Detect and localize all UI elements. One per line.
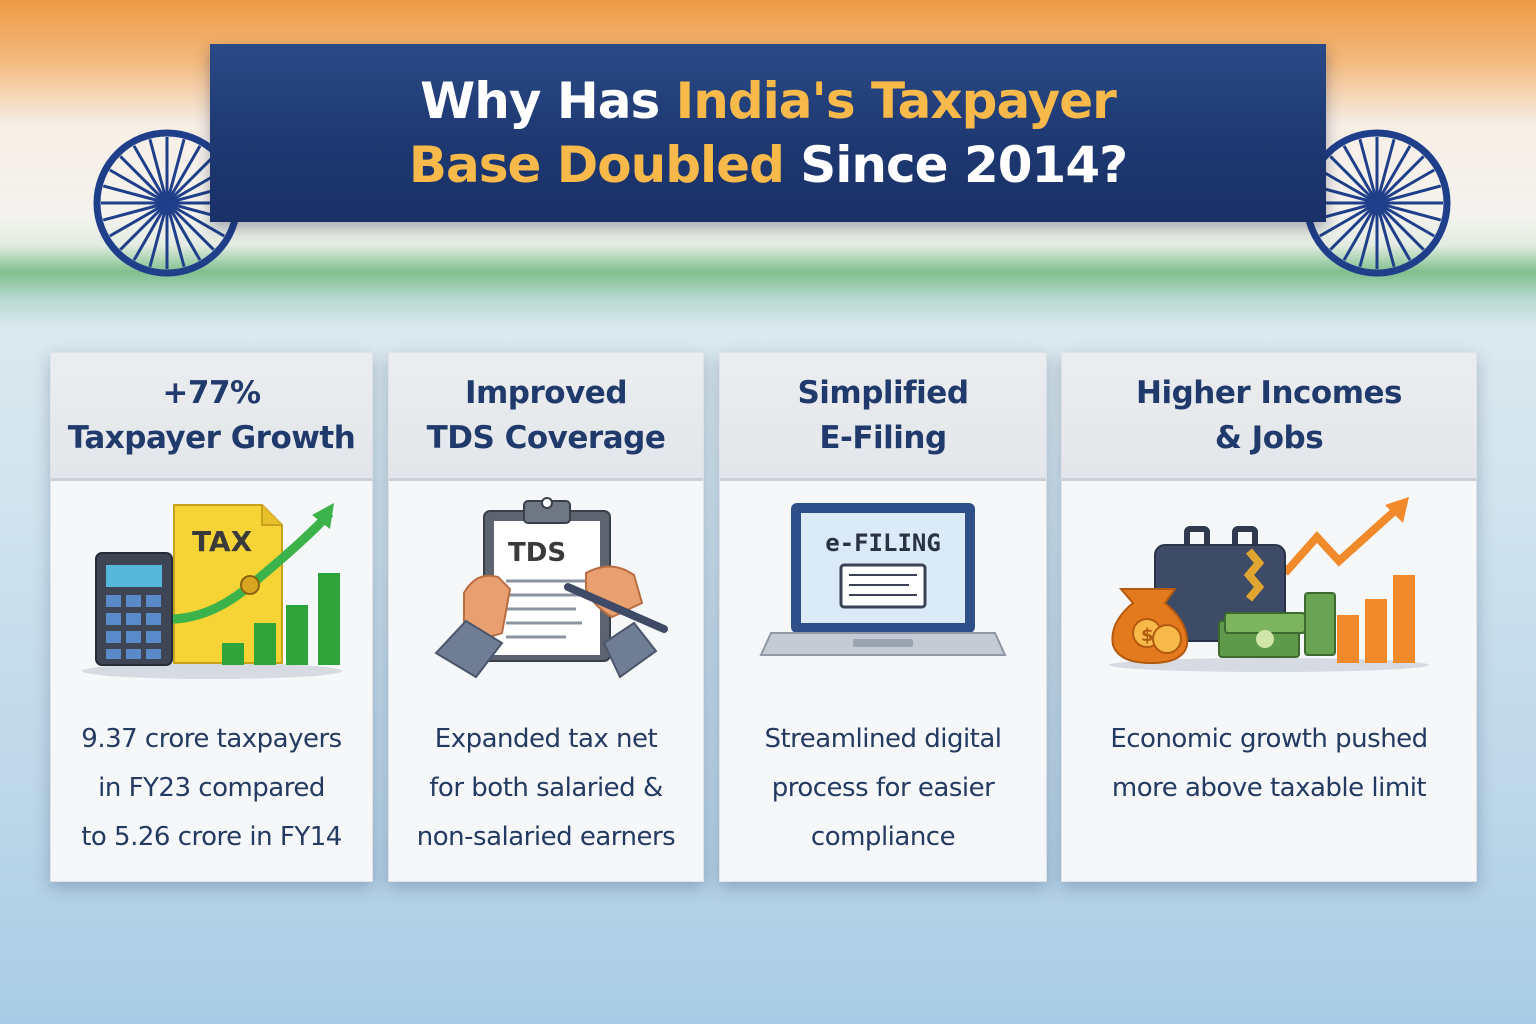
card-description: 9.37 crore taxpayers in FY23 compared to… [51, 715, 372, 862]
description-line: process for easier [771, 773, 995, 803]
card-title: & Jobs [1214, 419, 1324, 456]
tax-label: TAX [192, 525, 253, 558]
tds-clipboard-icon: TDS [434, 497, 668, 679]
title-line-1: Why Has India's Taxpayer [420, 69, 1117, 133]
description-line: 9.37 crore taxpayers [81, 724, 342, 754]
card-description: Expanded tax net for both salaried & non… [389, 715, 703, 862]
card-illustration: $ [1062, 493, 1476, 693]
description-line: Streamlined digital [764, 724, 1002, 754]
card-illustration: TAX [51, 493, 372, 693]
description-line: to 5.26 crore in FY14 [81, 822, 342, 852]
tds-label: TDS [508, 538, 566, 568]
card-title: Taxpayer Growth [67, 419, 356, 456]
title-white-text: Why Has [420, 72, 676, 130]
card-header: Simplified E-Filing [720, 353, 1046, 481]
tax-calculator-growth-icon: TAX [81, 503, 342, 679]
card-simplified-efiling: Simplified E-Filing e-FILING Streamlined… [719, 352, 1047, 882]
card-description: Streamlined digital process for easier c… [720, 715, 1046, 862]
card-title: TDS Coverage [426, 419, 666, 456]
card-title: E-Filing [819, 419, 947, 456]
card-title: Improved [464, 374, 628, 411]
card-title: Simplified [797, 374, 969, 411]
title-gold-text: Base Doubled [408, 136, 785, 194]
card-illustration: TDS [389, 493, 703, 693]
card-illustration: e-FILING [720, 493, 1046, 693]
title-line-2: Base Doubled Since 2014? [408, 133, 1128, 197]
card-description: Economic growth pushed more above taxabl… [1062, 715, 1476, 813]
description-line: in FY23 compared [98, 773, 325, 803]
title-banner: Why Has India's Taxpayer Base Doubled Si… [210, 44, 1326, 222]
title-white-text: Since 2014? [783, 136, 1128, 194]
e-filing-laptop-icon: e-FILING [759, 503, 1007, 656]
description-line: Economic growth pushed [1110, 724, 1428, 754]
ashoka-chakra-left-icon [93, 129, 241, 277]
description-line: Expanded tax net [434, 724, 658, 754]
dollar-label: $ [1141, 625, 1154, 646]
card-header: Improved TDS Coverage [389, 353, 703, 481]
description-line: compliance [810, 822, 956, 852]
briefcase-money-growth-icon: $ [1109, 497, 1429, 672]
e-filing-label: e-FILING [825, 529, 941, 557]
card-title: +77% [162, 374, 261, 411]
card-header: +77% Taxpayer Growth [51, 353, 372, 481]
card-title: Higher Incomes [1136, 374, 1403, 411]
description-line: non-salaried earners [416, 822, 676, 852]
card-higher-incomes: Higher Incomes & Jobs $ [1061, 352, 1477, 882]
description-line: more above taxable limit [1111, 773, 1427, 803]
card-taxpayer-growth: +77% Taxpayer Growth TAX [50, 352, 373, 882]
card-tds-coverage: Improved TDS Coverage TDS [388, 352, 704, 882]
title-gold-text: India's Taxpayer [675, 72, 1117, 130]
card-header: Higher Incomes & Jobs [1062, 353, 1476, 481]
description-line: for both salaried & [429, 773, 663, 803]
